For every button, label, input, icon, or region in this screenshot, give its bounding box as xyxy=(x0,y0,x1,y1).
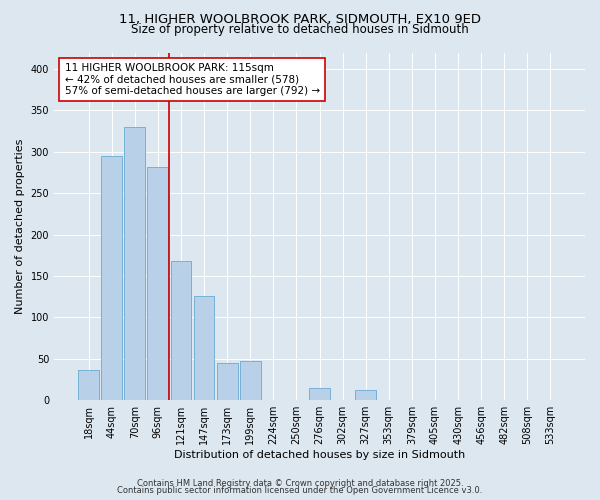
Text: 11, HIGHER WOOLBROOK PARK, SIDMOUTH, EX10 9ED: 11, HIGHER WOOLBROOK PARK, SIDMOUTH, EX1… xyxy=(119,12,481,26)
Y-axis label: Number of detached properties: Number of detached properties xyxy=(15,138,25,314)
Text: 11 HIGHER WOOLBROOK PARK: 115sqm
← 42% of detached houses are smaller (578)
57% : 11 HIGHER WOOLBROOK PARK: 115sqm ← 42% o… xyxy=(65,63,320,96)
Bar xyxy=(217,363,238,400)
Bar xyxy=(170,261,191,400)
Text: Size of property relative to detached houses in Sidmouth: Size of property relative to detached ho… xyxy=(131,22,469,36)
Bar xyxy=(240,362,260,400)
Bar xyxy=(101,156,122,400)
Bar xyxy=(124,127,145,400)
Bar xyxy=(148,166,168,400)
Bar xyxy=(78,370,99,400)
X-axis label: Distribution of detached houses by size in Sidmouth: Distribution of detached houses by size … xyxy=(174,450,465,460)
Bar xyxy=(355,390,376,400)
Text: Contains HM Land Registry data © Crown copyright and database right 2025.: Contains HM Land Registry data © Crown c… xyxy=(137,478,463,488)
Bar xyxy=(309,388,330,400)
Text: Contains public sector information licensed under the Open Government Licence v3: Contains public sector information licen… xyxy=(118,486,482,495)
Bar xyxy=(194,296,214,400)
